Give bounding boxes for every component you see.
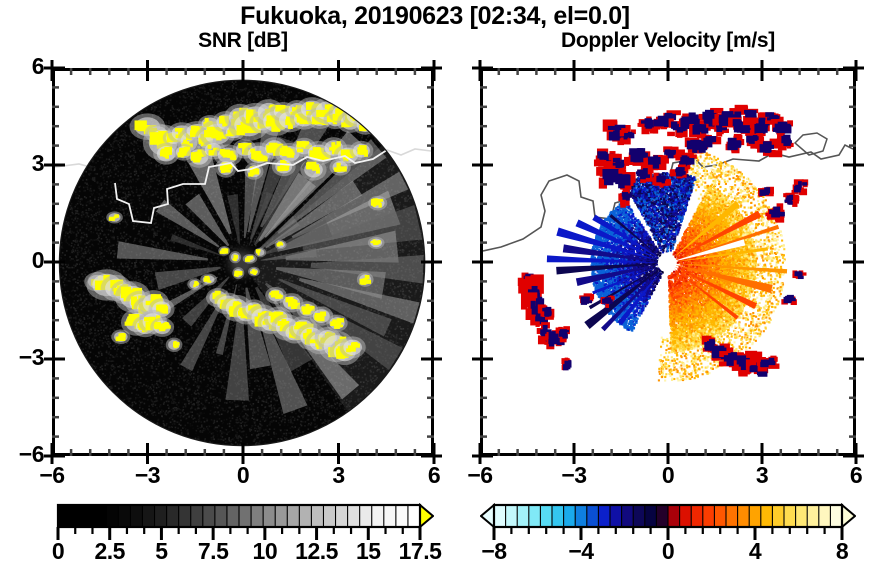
page-title: Fukuoka, 20190623 [02:34, el=0.0]	[0, 2, 870, 31]
colorbar-tick-snr-5: 12.5	[285, 538, 349, 565]
xtick-doppler-3: 3	[732, 462, 792, 489]
xtick-doppler-1: −3	[544, 462, 604, 489]
colorbar-tick-doppler-0: −8	[462, 538, 526, 565]
xtick-doppler-2: 0	[638, 462, 698, 489]
ytick-snr-0: 6	[0, 53, 45, 80]
ytick-snr-1: 3	[0, 150, 45, 177]
colorbar-tick-doppler-4: 8	[810, 538, 870, 565]
ytick-snr-4: −6	[0, 441, 45, 468]
colorbar-doppler[interactable]	[479, 502, 857, 563]
xtick-snr-2: 0	[213, 462, 273, 489]
colorbar-tick-doppler-2: 0	[636, 538, 700, 565]
ytick-snr-3: −3	[0, 344, 45, 371]
colorbar-tick-snr-4: 10	[233, 538, 297, 565]
colorbar-tick-snr-7: 17.5	[388, 538, 452, 565]
xtick-doppler-4: 6	[826, 462, 870, 489]
plot-area-snr[interactable]	[52, 68, 434, 456]
colorbar-snr[interactable]	[52, 502, 435, 563]
colorbar-tick-snr-1: 2.5	[78, 538, 142, 565]
xtick-doppler-0: −6	[450, 462, 510, 489]
xtick-snr-3: 3	[309, 462, 369, 489]
colorbar-tick-snr-0: 0	[26, 538, 90, 565]
plot-area-doppler[interactable]	[480, 68, 856, 456]
xtick-snr-4: 6	[404, 462, 464, 489]
colorbar-tick-snr-2: 5	[129, 538, 193, 565]
colorbar-tick-doppler-3: 4	[723, 538, 787, 565]
colorbar-tick-snr-6: 15	[336, 538, 400, 565]
panel-title-snr: SNR [dB]	[52, 29, 434, 53]
xtick-snr-1: −3	[118, 462, 178, 489]
snr-radar-image	[55, 71, 431, 453]
ytick-snr-2: 0	[0, 247, 45, 274]
colorbar-tick-doppler-1: −4	[549, 538, 613, 565]
colorbar-tick-snr-3: 7.5	[181, 538, 245, 565]
panel-title-doppler: Doppler Velocity [m/s]	[480, 29, 856, 53]
xtick-snr-0: −6	[22, 462, 82, 489]
doppler-radar-image	[483, 71, 853, 453]
